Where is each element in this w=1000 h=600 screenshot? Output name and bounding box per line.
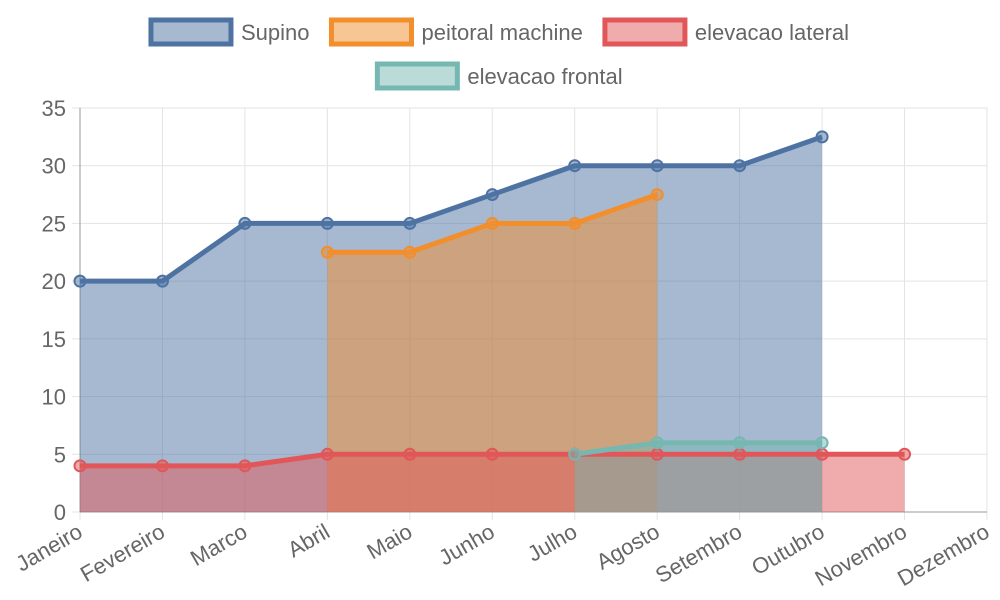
line-3 — [574, 440, 823, 457]
data-point[interactable] — [898, 447, 912, 461]
data-point[interactable] — [155, 274, 169, 288]
data-point[interactable] — [815, 436, 829, 450]
x-tick-label: Junho — [434, 519, 498, 571]
data-point[interactable] — [238, 459, 252, 473]
data-point[interactable] — [155, 459, 169, 473]
y-tick-label: 30 — [42, 154, 66, 179]
data-point[interactable] — [815, 130, 829, 144]
data-point[interactable] — [403, 447, 417, 461]
legend-label[interactable]: Supino — [241, 20, 310, 45]
data-point[interactable] — [733, 436, 747, 450]
area-3 — [574, 442, 823, 512]
data-point[interactable] — [320, 216, 334, 230]
data-point[interactable] — [568, 216, 582, 230]
x-tick-label: Maio — [363, 519, 417, 564]
legend-label[interactable]: elevacao lateral — [695, 20, 849, 45]
x-tick-label: Fevereiro — [76, 519, 169, 587]
x-tick-label: Julho — [523, 519, 581, 567]
y-tick-label: 15 — [42, 327, 66, 352]
x-tick-label: Marco — [186, 519, 251, 571]
data-point[interactable] — [733, 159, 747, 173]
data-point[interactable] — [485, 188, 499, 202]
legend-label[interactable]: peitoral machine — [421, 20, 582, 45]
x-tick-label: Setembro — [651, 519, 746, 588]
data-point[interactable] — [485, 447, 499, 461]
data-point[interactable] — [568, 159, 582, 173]
data-point[interactable] — [733, 447, 747, 461]
data-point[interactable] — [650, 447, 664, 461]
x-tick-label: Dezembro — [893, 519, 993, 591]
y-axis-ticks: 0 5 10 15 20 25 30 35 — [42, 96, 66, 525]
data-point[interactable] — [485, 216, 499, 230]
legend-swatch[interactable] — [148, 17, 234, 47]
area-1 — [327, 194, 658, 513]
data-point[interactable] — [238, 216, 252, 230]
legend-swatch[interactable] — [328, 17, 414, 47]
y-tick-label: 0 — [54, 500, 66, 525]
data-point[interactable] — [320, 245, 334, 259]
series-areas — [80, 136, 905, 513]
y-tick-label: 10 — [42, 385, 66, 410]
x-tick-label: Novembro — [811, 519, 911, 591]
x-tick-label: Janeiro — [12, 519, 87, 577]
data-point[interactable] — [650, 436, 664, 450]
legend-swatch[interactable] — [602, 17, 688, 47]
legend-swatch[interactable] — [374, 61, 460, 91]
legend-label[interactable]: elevacao frontal — [467, 64, 622, 89]
series-points — [73, 130, 912, 473]
line-0 — [80, 134, 823, 284]
data-point[interactable] — [73, 274, 87, 288]
data-point[interactable] — [815, 447, 829, 461]
data-point[interactable] — [320, 447, 334, 461]
chart-legend: Supino peitoral machine elevacao lateral el… — [148, 17, 849, 91]
data-point[interactable] — [650, 159, 664, 173]
data-point[interactable] — [73, 459, 87, 473]
data-point[interactable] — [403, 216, 417, 230]
y-tick-label: 20 — [42, 269, 66, 294]
x-tick-label: Abril — [283, 519, 334, 563]
data-point[interactable] — [650, 188, 664, 202]
y-tick-label: 25 — [42, 211, 66, 236]
data-point[interactable] — [568, 447, 582, 461]
y-tick-label: 5 — [54, 442, 66, 467]
y-tick-label: 35 — [42, 96, 66, 121]
data-point[interactable] — [403, 245, 417, 259]
